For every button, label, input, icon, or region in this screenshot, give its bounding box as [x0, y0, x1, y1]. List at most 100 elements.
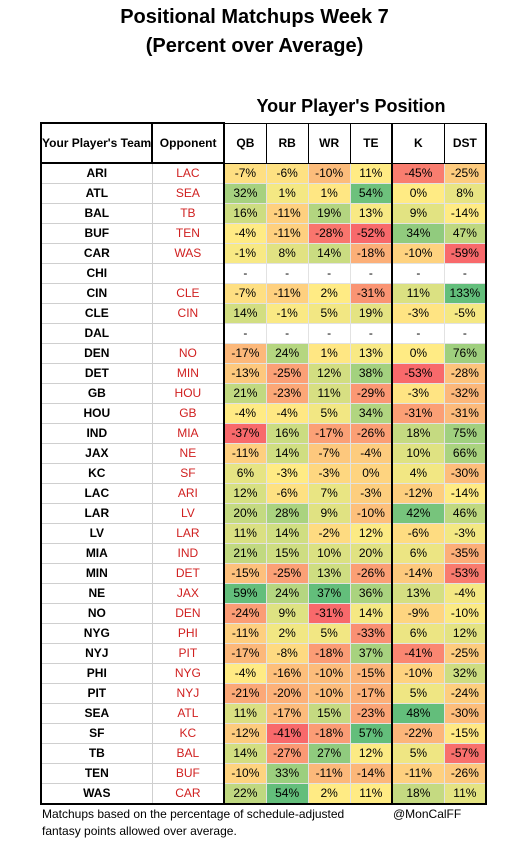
table-row: HOU GB -4% -4% 5% 34% -31% -31% — [39, 403, 488, 424]
opponent-label: WAS — [151, 243, 226, 264]
team-label: CAR — [39, 243, 153, 264]
table-row: BAL TB 16% -11% 19% 13% 9% -14% — [39, 203, 488, 224]
opponent-label: ATL — [151, 703, 226, 724]
matchup-cell-te: 11% — [349, 783, 393, 805]
footer-note: Matchups based on the percentage of sche… — [42, 807, 345, 838]
opponent-label: CIN — [151, 303, 226, 324]
matchup-cell-te: 38% — [349, 363, 393, 384]
table-row: SF KC -12% -41% -18% 57% -22% -15% — [39, 723, 488, 744]
position-header: Your Player's Position — [256, 96, 446, 116]
matchup-cell-wr: -11% — [307, 763, 351, 784]
matchup-cell-wr: 37% — [307, 583, 351, 604]
matchup-cell-qb: 22% — [223, 783, 267, 805]
table-row: LAC ARI 12% -6% 7% -3% -12% -14% — [39, 483, 488, 504]
matchup-cell-te: -33% — [349, 623, 393, 644]
opponent-label: MIN — [151, 363, 226, 384]
team-label: ARI — [39, 162, 153, 184]
matchup-cell-qb: -4% — [223, 223, 267, 244]
table-row: WAS CAR 22% 54% 2% 11% 18% 11% — [39, 783, 488, 805]
matchup-cell-qb: -10% — [223, 763, 267, 784]
team-label: SF — [39, 723, 153, 744]
matchup-cell-dst: -10% — [443, 603, 488, 624]
matchup-cell-qb: -15% — [223, 563, 267, 584]
matchup-cell-te: -29% — [349, 383, 393, 404]
table-row: CLE CIN 14% -1% 5% 19% -3% -5% — [39, 303, 488, 324]
table-row: LV LAR 11% 14% -2% 12% -6% -3% — [39, 523, 488, 544]
matchup-cell-k: 9% — [391, 203, 445, 224]
matchup-cell-k: -41% — [391, 643, 445, 664]
matchup-cell-te: 20% — [349, 543, 393, 564]
matchup-cell-rb: -25% — [265, 563, 309, 584]
matchup-cell-rb: 24% — [265, 583, 309, 604]
matchup-cell-k: 0% — [391, 183, 445, 204]
table-row: NYJ PIT -17% -8% -18% 37% -41% -25% — [39, 643, 488, 664]
matchup-cell-k: 0% — [391, 343, 445, 364]
table-row: ARI LAC -7% -6% -10% 11% -45% -25% — [39, 162, 488, 184]
matchup-cell-qb: 11% — [223, 523, 267, 544]
matchup-cell-wr: 12% — [307, 363, 351, 384]
opponent-label: BAL — [151, 743, 226, 764]
matchup-cell-qb: -17% — [223, 343, 267, 364]
matchup-cell-dst: -31% — [443, 403, 488, 424]
matchup-cell-k: 34% — [391, 223, 445, 244]
team-label: SEA — [39, 703, 153, 724]
opponent-label: TB — [151, 203, 226, 224]
matchup-cell-dst: - — [443, 263, 488, 284]
opponent-label: SEA — [151, 183, 226, 204]
table-row: PHI NYG -4% -16% -10% -15% -10% 32% — [39, 663, 488, 684]
matchup-cell-qb: -1% — [223, 243, 267, 264]
matchup-cell-k: 6% — [391, 543, 445, 564]
matchup-cell-wr: 27% — [307, 743, 351, 764]
matchup-cell-qb: 12% — [223, 483, 267, 504]
matchup-cell-wr: 13% — [307, 563, 351, 584]
matchup-cell-qb: - — [223, 323, 267, 344]
matchup-cell-qb: -17% — [223, 643, 267, 664]
table-row: MIN DET -15% -25% 13% -26% -14% -53% — [39, 563, 488, 584]
matchup-cell-dst: -25% — [443, 643, 488, 664]
matchup-cell-wr: 5% — [307, 403, 351, 424]
matchup-cell-dst: -35% — [443, 543, 488, 564]
matchup-cell-k: 18% — [391, 423, 445, 444]
matchup-cell-dst: -53% — [443, 563, 488, 584]
opponent-label: IND — [151, 543, 226, 564]
dst-column-header: DST — [443, 122, 488, 164]
matchup-cell-dst: -15% — [443, 723, 488, 744]
table-row: TEN BUF -10% 33% -11% -14% -11% -26% — [39, 763, 488, 784]
matchup-cell-te: -17% — [349, 683, 393, 704]
matchup-cell-te: 57% — [349, 723, 393, 744]
matchup-cell-rb: -41% — [265, 723, 309, 744]
matchup-cell-te: -18% — [349, 243, 393, 264]
matchup-cell-te: 12% — [349, 743, 393, 764]
matchup-cell-te: 13% — [349, 343, 393, 364]
matchup-cell-rb: 2% — [265, 623, 309, 644]
matchup-cell-rb: 24% — [265, 343, 309, 364]
matchup-cell-wr: 11% — [307, 383, 351, 404]
matchup-cell-te: 19% — [349, 303, 393, 324]
team-label: NYJ — [39, 643, 153, 664]
footer-credit: @MonCalFF — [393, 807, 462, 821]
matchup-cell-qb: -11% — [223, 443, 267, 464]
rb-column-header: RB — [265, 122, 309, 164]
opponent-label: GB — [151, 403, 226, 424]
matchup-cell-dst: -14% — [443, 483, 488, 504]
opponent-label: KC — [151, 723, 226, 744]
matchup-cell-qb: -11% — [223, 623, 267, 644]
matchup-cell-te: -52% — [349, 223, 393, 244]
team-column-header: Your Player's Team — [39, 122, 154, 164]
matchup-cell-qb: -37% — [223, 423, 267, 444]
matchup-cell-rb: 15% — [265, 543, 309, 564]
table-row: NO DEN -24% 9% -31% 14% -9% -10% — [39, 603, 488, 624]
matchup-cell-wr: -28% — [307, 223, 351, 244]
table-row: PIT NYJ -21% -20% -10% -17% 5% -24% — [39, 683, 488, 704]
matchup-cell-wr: -31% — [307, 603, 351, 624]
matchup-cell-wr: 10% — [307, 543, 351, 564]
opponent-label: NYG — [151, 663, 226, 684]
matchup-cell-k: 6% — [391, 623, 445, 644]
k-column-header: K — [391, 122, 445, 164]
matchup-cell-qb: - — [223, 263, 267, 284]
matchup-cell-te: 11% — [349, 162, 393, 184]
matchup-cell-qb: 14% — [223, 303, 267, 324]
matchup-cell-te: 0% — [349, 463, 393, 484]
table-row: GB HOU 21% -23% 11% -29% -3% -32% — [39, 383, 488, 404]
matchup-cell-k: -6% — [391, 523, 445, 544]
